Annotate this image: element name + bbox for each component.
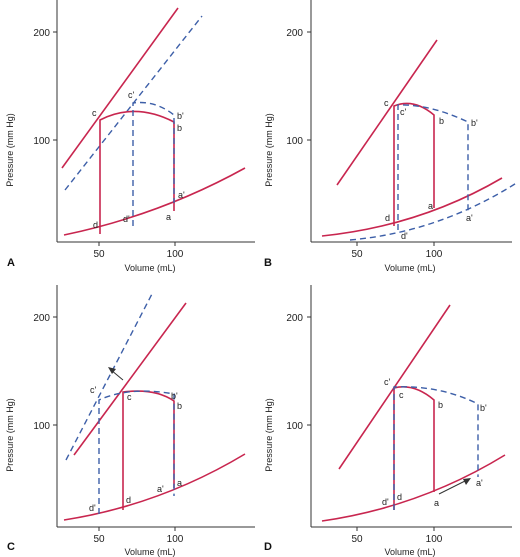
point-label-a-prime: a' xyxy=(476,478,483,488)
y-tick-label: 100 xyxy=(33,136,50,147)
point-label-d: d xyxy=(397,492,402,502)
panel-label: C xyxy=(7,541,15,553)
edpvr-curve xyxy=(63,167,246,236)
point-label-c-prime: c' xyxy=(90,385,97,395)
x-axis-label: Volume (mL) xyxy=(384,263,435,273)
point-label-c-prime: c' xyxy=(128,90,135,100)
panel-label: B xyxy=(264,257,272,269)
point-label-d-prime: d' xyxy=(382,497,389,507)
x-tick-label: 100 xyxy=(167,534,184,545)
point-label-b-prime: b' xyxy=(177,111,184,121)
pv-loop xyxy=(99,110,175,234)
y-tick-label: 200 xyxy=(33,313,50,324)
point-label-d: d xyxy=(126,495,131,505)
point-label-b: b xyxy=(439,116,444,126)
y-tick-label: 100 xyxy=(33,421,50,432)
panel-b: 200 100 50 100 Volume (mL) Pressure (mm … xyxy=(264,0,519,273)
point-label-d-prime: d' xyxy=(89,503,96,513)
y-tick-label: 200 xyxy=(286,28,303,39)
panel-d: 200 100 50 100 Volume (mL) Pressure (mm … xyxy=(264,285,512,557)
point-label-b-prime: b' xyxy=(471,118,478,128)
point-label-b: b xyxy=(438,400,443,410)
x-tick-label: 100 xyxy=(167,249,184,260)
pv-loop-shifted xyxy=(98,390,175,514)
panel-label: D xyxy=(264,541,272,553)
point-label-a: a xyxy=(177,478,182,488)
point-label-d: d xyxy=(385,213,390,223)
x-tick-label: 100 xyxy=(426,534,443,545)
x-axis-label: Volume (mL) xyxy=(124,547,175,557)
x-tick-label: 50 xyxy=(351,534,363,545)
arrow-head-icon xyxy=(108,367,116,374)
point-label-c-prime: c' xyxy=(384,377,391,387)
panel-label: A xyxy=(7,257,15,269)
point-label-a: a xyxy=(166,212,171,222)
y-axis-label: Pressure (mm Hg) xyxy=(264,398,274,472)
point-label-c: c xyxy=(399,390,404,400)
arrow-head-icon xyxy=(463,478,471,485)
point-label-c: c xyxy=(92,108,97,118)
espvr-line xyxy=(336,39,438,186)
y-tick-label: 200 xyxy=(33,28,50,39)
y-tick-label: 200 xyxy=(286,313,303,324)
shift-arrow xyxy=(438,479,468,495)
pv-loop-shifted xyxy=(132,101,175,226)
point-label-c: c xyxy=(127,392,132,402)
x-tick-label: 50 xyxy=(351,249,363,260)
x-axis-label: Volume (mL) xyxy=(124,263,175,273)
point-label-b-prime: b' xyxy=(480,403,487,413)
y-axis-label: Pressure (mm Hg) xyxy=(5,398,15,472)
edpvr-curve xyxy=(63,453,246,521)
pv-loop xyxy=(393,102,435,226)
point-label-a: a xyxy=(434,498,439,508)
point-label-d: d xyxy=(93,220,98,230)
point-label-b: b xyxy=(177,123,182,133)
point-label-d-prime: d' xyxy=(401,231,408,241)
y-axis-label: Pressure (mm Hg) xyxy=(264,113,274,187)
espvr-line xyxy=(73,302,187,456)
point-label-a-prime: a' xyxy=(178,190,185,200)
point-label-a-prime: a' xyxy=(466,213,473,223)
panel-a: 200 100 50 100 Volume (mL) Pressure (mm … xyxy=(5,0,255,273)
y-tick-label: 100 xyxy=(286,136,303,147)
edpvr-curve-shifted xyxy=(349,181,519,241)
point-label-b-prime: b' xyxy=(171,391,178,401)
point-label-d-prime: d' xyxy=(123,214,130,224)
espvr-line-steeper xyxy=(65,291,154,461)
point-label-a-prime: a' xyxy=(157,484,164,494)
x-tick-label: 100 xyxy=(426,249,443,260)
point-label-c-prime: c' xyxy=(400,107,407,117)
y-axis-label: Pressure (mm Hg) xyxy=(5,113,15,187)
x-tick-label: 50 xyxy=(93,249,105,260)
x-tick-label: 50 xyxy=(93,534,105,545)
panel-c: 200 100 50 100 Volume (mL) Pressure (mm … xyxy=(5,285,255,557)
pv-loop xyxy=(122,390,175,510)
y-tick-label: 100 xyxy=(286,421,303,432)
pv-loop-shifted xyxy=(393,386,479,510)
espvr-line xyxy=(61,7,179,169)
edpvr-curve xyxy=(321,177,503,237)
point-label-b: b xyxy=(177,401,182,411)
edpvr-curve xyxy=(321,454,506,522)
x-axis-label: Volume (mL) xyxy=(384,547,435,557)
point-label-a: a xyxy=(428,201,433,211)
point-label-c: c xyxy=(384,98,389,108)
